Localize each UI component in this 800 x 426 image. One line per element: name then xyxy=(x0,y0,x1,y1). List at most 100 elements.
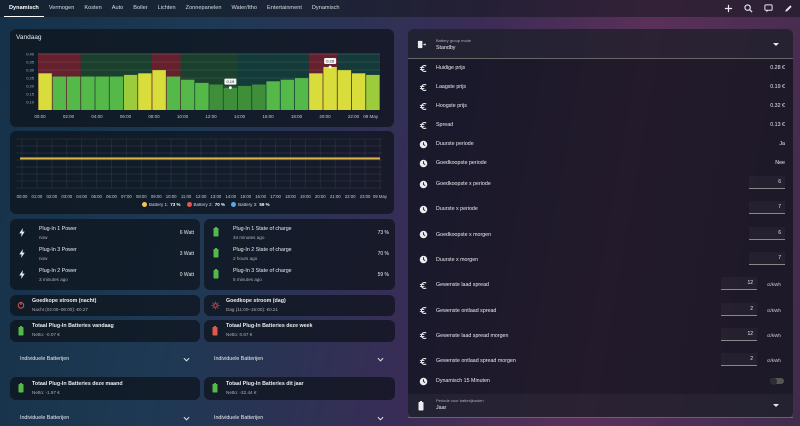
chevron-down-icon xyxy=(183,416,190,421)
edit-icon[interactable] xyxy=(783,3,794,14)
price-bar[interactable] xyxy=(337,70,352,110)
plug-time: 2 hours ago xyxy=(233,256,258,261)
chevron-down-icon xyxy=(377,357,384,362)
price-bar[interactable] xyxy=(52,76,67,110)
y-tick-label: 0.20 xyxy=(26,84,35,89)
plug-row[interactable]: Plug-In 2 State of charge 2 hours ago 70 % xyxy=(204,245,395,265)
legend-item[interactable]: Battery 1: 73 % xyxy=(142,202,181,207)
price-bar[interactable] xyxy=(309,73,323,110)
total-month-card[interactable]: Totaal Plug-In Batteries deze maand Nett… xyxy=(10,377,200,400)
price-bar[interactable] xyxy=(123,74,138,110)
x-tick-label: 13:00 xyxy=(211,194,222,199)
price-bar[interactable] xyxy=(223,87,238,110)
price-bar[interactable] xyxy=(109,76,124,110)
price-bar[interactable] xyxy=(351,73,366,110)
number-input[interactable]: 6 xyxy=(749,176,785,189)
individual-batteries-toggle[interactable]: Individuele Batterijen xyxy=(214,411,384,425)
price-info-row: Spread 0.13 € xyxy=(408,116,793,135)
number-input[interactable]: 7 xyxy=(749,252,785,265)
legend-value: 70 % xyxy=(214,202,226,207)
plug-name: Plug-In 3 State of charge xyxy=(233,268,292,274)
row-label: Spread xyxy=(436,122,454,128)
number-input[interactable]: 6 xyxy=(749,227,785,240)
price-bar[interactable] xyxy=(180,79,195,110)
number-input[interactable]: 2 xyxy=(721,303,757,316)
individual-batteries-toggle[interactable]: Individuele Batterijen xyxy=(20,352,190,366)
tab-kosten[interactable]: Kosten xyxy=(84,5,102,11)
period-value: Jaar xyxy=(436,405,447,411)
euro-icon xyxy=(418,306,428,316)
battery-icon xyxy=(211,269,221,279)
price-bar[interactable] xyxy=(209,84,223,110)
number-input[interactable]: 12 xyxy=(721,277,757,291)
price-marker-box xyxy=(324,57,337,64)
price-marker xyxy=(228,86,232,90)
group-mode-select[interactable]: Battery group mode Standby xyxy=(408,29,793,59)
row-label: Gewenste ontlaad spread morgen xyxy=(436,358,516,365)
price-bar[interactable] xyxy=(152,70,166,110)
euro-icon xyxy=(418,331,428,341)
dropdown-arrow-icon xyxy=(773,404,779,407)
search-icon[interactable] xyxy=(743,3,754,14)
price-bar[interactable] xyxy=(323,66,337,110)
cheap-day-card[interactable]: Goedkope stroom (dag) Dag (11:00–15:00):… xyxy=(204,295,395,316)
total-year-card[interactable]: Totaal Plug-In Batteries dit jaar Netto:… xyxy=(204,377,395,400)
toolbar-icons xyxy=(723,3,794,14)
price-bar[interactable] xyxy=(95,76,109,110)
assist-icon[interactable] xyxy=(763,3,774,14)
number-input[interactable]: 12 xyxy=(721,328,757,341)
price-chart: 0.40 0.35 0.30 0.25 0.20 0.15 0.10 0.19 0.28 00:0… xyxy=(26,52,380,119)
individual-batteries-toggle[interactable]: Individuele Batterijen xyxy=(214,352,384,366)
price-bar[interactable] xyxy=(266,81,280,110)
price-info-row: Goedkoopste periode Nee xyxy=(408,154,793,173)
euro-icon xyxy=(418,63,428,73)
add-icon[interactable] xyxy=(723,3,734,14)
plug-row[interactable]: Plug-In 1 Power now 6 Watt xyxy=(10,224,200,244)
battery-icon xyxy=(211,227,221,237)
plug-value: 3 Watt xyxy=(179,251,194,257)
price-bar[interactable] xyxy=(366,74,380,110)
tab-entertainment[interactable]: Entertainment xyxy=(267,5,302,11)
plug-row[interactable]: Plug-In 3 Power now 3 Watt xyxy=(10,245,200,265)
price-bar[interactable] xyxy=(38,73,52,110)
x-tick-label: 18:00 xyxy=(285,194,296,199)
total-today-card[interactable]: Totaal Plug-In Batteries vandaag Netto: … xyxy=(10,320,200,342)
legend-swatch xyxy=(186,202,192,207)
cheap-night-card[interactable]: Goedkope stroom (nacht) Nacht (02:00–06:… xyxy=(10,295,200,316)
price-bar[interactable] xyxy=(237,86,252,110)
tab-lichten[interactable]: Lichten xyxy=(157,5,176,11)
plug-row[interactable]: Plug-In 1 State of charge 34 minutes ago 7… xyxy=(204,224,395,244)
price-marker xyxy=(328,65,332,69)
period-select[interactable]: Periode voor batterijkosten Jaar xyxy=(408,394,793,418)
price-bar[interactable] xyxy=(166,76,181,110)
battery-icon xyxy=(16,383,26,393)
tab-auto[interactable]: Auto xyxy=(111,5,124,11)
tab-dynamisch[interactable]: Dynamisch xyxy=(311,5,340,11)
price-bar[interactable] xyxy=(280,79,295,110)
price-bar[interactable] xyxy=(294,78,309,110)
tab-wateritho[interactable]: Water/Itho xyxy=(231,5,258,11)
legend-item[interactable]: Battery 3: 59 % xyxy=(231,202,270,207)
price-bar[interactable] xyxy=(252,84,266,110)
legend-swatch xyxy=(231,202,237,207)
plug-row[interactable]: Plug-In 3 State of charge 5 minutes ago 59… xyxy=(204,266,395,286)
number-input[interactable]: 2 xyxy=(721,353,757,367)
price-bar[interactable] xyxy=(138,73,152,110)
group-mode-label: Battery group mode xyxy=(436,38,472,43)
tab-boiler[interactable]: Boiler xyxy=(133,5,148,11)
plug-row[interactable]: Plug-In 2 Power 3 minutes ago 0 Watt xyxy=(10,266,200,286)
total-week-card[interactable]: Totaal Plug-In Batteries deze week Netto… xyxy=(204,320,395,342)
legend-item[interactable]: Battery 2: 70 % xyxy=(186,202,226,207)
price-bar[interactable] xyxy=(81,76,95,110)
x-tick-label: 04:00 xyxy=(91,114,103,119)
tab-vermogen[interactable]: Vermogen xyxy=(48,5,75,11)
tab-zonnepanelen[interactable]: Zonnepanelen xyxy=(185,5,222,11)
number-input-row: Gewenste laad spread morgen 12 ct/kWh xyxy=(408,323,793,348)
price-bar[interactable] xyxy=(195,82,209,110)
tab-dynamisch[interactable]: Dynamisch xyxy=(4,0,44,17)
x-tick-label: 18:00 xyxy=(291,114,303,119)
price-bar[interactable] xyxy=(66,76,81,110)
number-input[interactable]: 7 xyxy=(749,201,785,215)
dynamic-15-toggle[interactable] xyxy=(770,377,784,385)
individual-batteries-toggle[interactable]: Individuele Batterijen xyxy=(20,411,190,425)
